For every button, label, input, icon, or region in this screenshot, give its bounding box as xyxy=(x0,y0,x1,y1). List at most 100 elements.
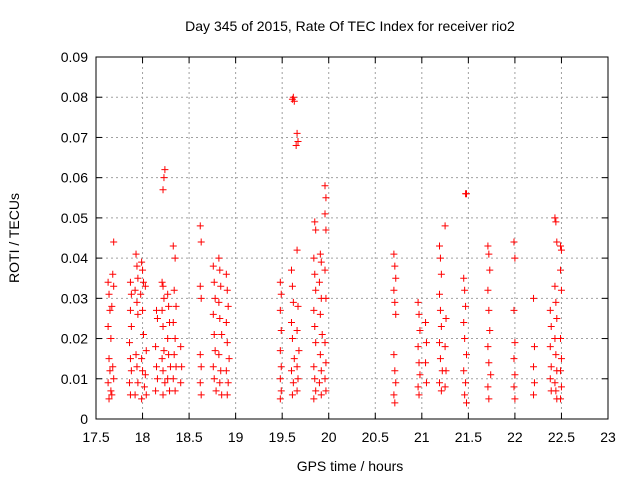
data-point xyxy=(217,282,225,290)
data-point xyxy=(462,379,470,387)
data-point xyxy=(224,379,232,387)
data-point xyxy=(216,379,224,387)
data-point xyxy=(436,242,444,250)
data-point xyxy=(552,351,560,359)
y-tick-label: 0.08 xyxy=(61,89,88,105)
data-point xyxy=(436,306,444,314)
data-point xyxy=(222,318,230,326)
x-tick-label: 20.5 xyxy=(362,429,389,445)
data-point xyxy=(127,290,135,298)
data-point xyxy=(164,335,172,343)
data-point xyxy=(441,383,449,391)
data-point xyxy=(511,395,519,403)
data-point xyxy=(422,339,430,347)
data-point xyxy=(107,335,115,343)
data-point xyxy=(295,347,303,355)
data-point xyxy=(197,391,205,399)
y-tick-label: 0 xyxy=(80,411,88,427)
data-point xyxy=(321,266,329,274)
data-point xyxy=(137,290,145,298)
data-point xyxy=(159,282,167,290)
data-point xyxy=(416,371,424,379)
data-point xyxy=(312,339,320,347)
data-point xyxy=(322,194,330,202)
data-point xyxy=(196,379,204,387)
data-series-roti xyxy=(104,93,565,407)
chart-title: Day 345 of 2015, Rate Of TEC Index for r… xyxy=(185,18,515,34)
x-axis: 17.5 18 18.5 19 19.5 20 20.5 21 21.5 22 22.5 23 xyxy=(82,57,616,445)
data-point xyxy=(211,294,219,302)
data-point xyxy=(165,302,173,310)
data-point xyxy=(178,363,186,371)
data-point xyxy=(172,302,180,310)
data-point xyxy=(557,395,565,403)
data-point xyxy=(415,359,423,367)
data-point xyxy=(224,302,232,310)
data-point xyxy=(557,246,565,254)
data-point xyxy=(510,238,518,246)
data-point xyxy=(106,306,114,314)
data-point xyxy=(107,387,115,395)
data-point xyxy=(547,322,555,330)
data-point xyxy=(391,262,399,270)
data-point xyxy=(311,270,319,278)
data-point xyxy=(223,391,231,399)
data-point xyxy=(551,379,559,387)
x-tick-label: 18 xyxy=(135,429,151,445)
data-point xyxy=(277,327,285,335)
data-point xyxy=(222,270,230,278)
data-point xyxy=(210,278,218,286)
data-point xyxy=(139,266,147,274)
data-point xyxy=(485,250,493,258)
data-point xyxy=(277,387,285,395)
data-point xyxy=(225,355,233,363)
data-point xyxy=(486,266,494,274)
data-point xyxy=(211,347,219,355)
data-point xyxy=(460,367,468,375)
data-point xyxy=(141,371,149,379)
data-point xyxy=(484,286,492,294)
data-point xyxy=(108,302,116,310)
y-axis-label: ROTI / TECUs xyxy=(6,193,22,283)
data-point xyxy=(288,95,296,103)
data-point xyxy=(294,375,302,383)
data-point xyxy=(530,294,538,302)
data-point xyxy=(551,282,559,290)
data-point xyxy=(288,282,296,290)
data-point xyxy=(551,214,559,222)
data-point xyxy=(546,375,554,383)
data-point xyxy=(288,335,296,343)
data-point xyxy=(390,286,398,294)
data-point xyxy=(223,339,231,347)
data-point xyxy=(104,322,112,330)
data-point xyxy=(463,351,471,359)
data-point xyxy=(315,379,323,387)
data-point xyxy=(436,290,444,298)
data-point xyxy=(317,391,325,399)
data-point xyxy=(177,379,185,387)
y-tick-label: 0.03 xyxy=(61,290,88,306)
data-point xyxy=(171,335,179,343)
data-point xyxy=(139,306,147,314)
y-tick-label: 0.07 xyxy=(61,129,88,145)
data-point xyxy=(104,278,112,286)
x-tick-label: 22 xyxy=(507,429,523,445)
data-point xyxy=(392,274,400,282)
y-tick-label: 0.02 xyxy=(61,331,88,347)
data-point xyxy=(210,331,218,339)
data-point xyxy=(530,379,538,387)
data-point xyxy=(170,351,178,359)
x-axis-label: GPS time / hours xyxy=(297,458,404,474)
data-point xyxy=(416,327,424,335)
y-tick-label: 0.09 xyxy=(61,49,88,65)
data-point xyxy=(317,367,325,375)
data-point xyxy=(126,278,134,286)
data-point xyxy=(138,355,146,363)
data-point xyxy=(109,270,117,278)
data-point xyxy=(294,302,302,310)
data-point xyxy=(311,322,319,330)
data-point xyxy=(441,222,449,230)
data-point xyxy=(177,343,185,351)
data-point xyxy=(391,367,399,375)
data-point xyxy=(510,306,518,314)
